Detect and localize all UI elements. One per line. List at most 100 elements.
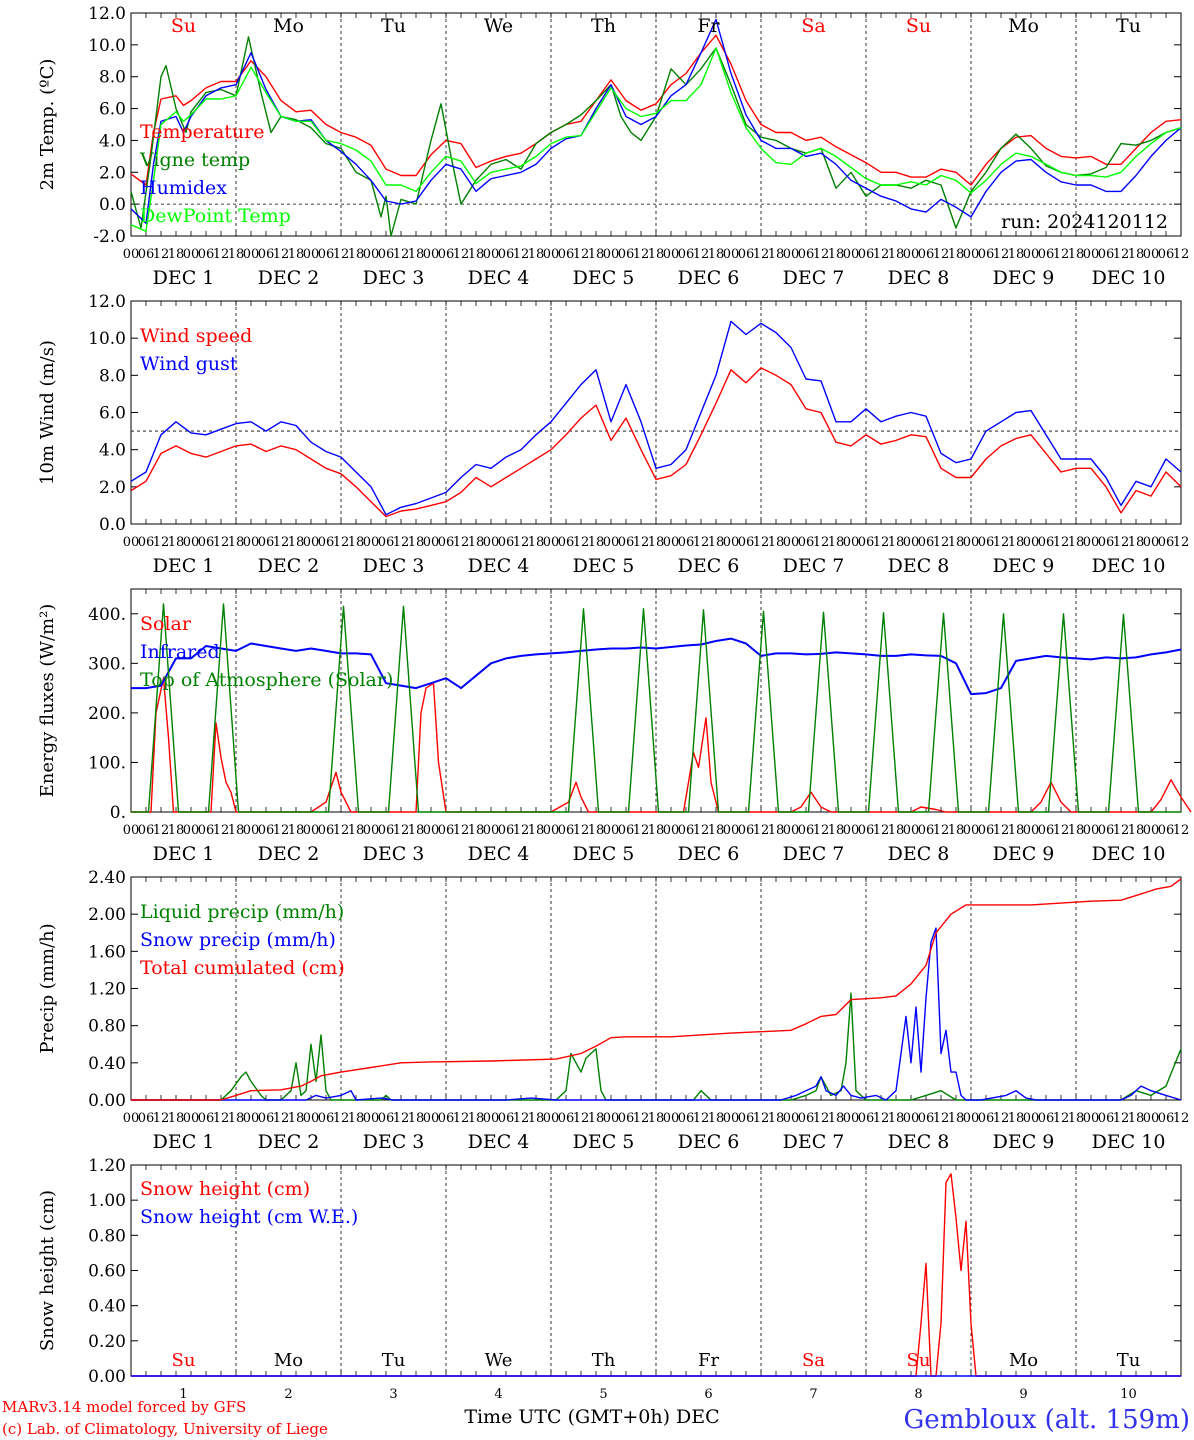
- x-tick-label: 12: [753, 247, 770, 262]
- x-tick-label: 00: [1143, 247, 1160, 262]
- x-tick-label: 12: [213, 535, 230, 550]
- x-tick-label: 12: [393, 823, 410, 838]
- x-tick-label: 18: [1068, 1111, 1085, 1126]
- x-tick-label: 12: [693, 535, 710, 550]
- x-tick-label: 06: [858, 247, 875, 262]
- x-tick-label: 18: [648, 1111, 665, 1126]
- x-tick-label: 12: [513, 535, 530, 550]
- x-tick-label: 06: [1038, 823, 1055, 838]
- x-tick-label: 06: [918, 823, 935, 838]
- x-tick-label: 06: [1038, 535, 1055, 550]
- x-tick-label: 18: [348, 535, 365, 550]
- x-tick-label: 06: [318, 1111, 335, 1126]
- y-tick-label: 6.0: [99, 100, 126, 120]
- x-tick-label: 00: [843, 823, 860, 838]
- y-tick-label: 0.60: [88, 1262, 126, 1282]
- x-tick-label: 18: [1128, 823, 1145, 838]
- date-label: DEC 9: [993, 555, 1055, 577]
- x-tick-label: 12: [633, 1111, 650, 1126]
- date-label: DEC 1: [153, 843, 215, 865]
- x-tick-label: 18: [588, 823, 605, 838]
- x-tick-label: 00: [663, 823, 680, 838]
- x-tick-label: 06: [918, 1111, 935, 1126]
- plot-frame: [130, 12, 1182, 237]
- x-tick-label: 06: [438, 247, 455, 262]
- x-tick-label: 12: [873, 823, 890, 838]
- x-tick-label: 18: [588, 1111, 605, 1126]
- x-tick-label: 12: [333, 247, 350, 262]
- x-tick-label: 06: [318, 823, 335, 838]
- x-tick-label: 06: [138, 1111, 155, 1126]
- y-tick-label: 1.60: [88, 942, 126, 962]
- x-tick-label: 00: [723, 1111, 740, 1126]
- x-tick-label: 00: [423, 535, 440, 550]
- date-label: DEC 10: [1092, 843, 1166, 865]
- date-label: DEC 4: [468, 555, 530, 577]
- x-tick-label: 18: [828, 1111, 845, 1126]
- x-tick-label: 12: [813, 823, 830, 838]
- x-tick-label: 00: [723, 535, 740, 550]
- x-tick-label: 18: [228, 247, 245, 262]
- x-tick-label: 12: [213, 247, 230, 262]
- x-tick-label: 12: [1173, 247, 1190, 262]
- x-tick-label: 12: [1053, 535, 1070, 550]
- x-tick-label: 00: [183, 535, 200, 550]
- x-tick-label: 06: [1098, 247, 1115, 262]
- date-label: DEC 8: [888, 267, 950, 289]
- y-tick-label: 0.00: [88, 1091, 126, 1111]
- x-tick-label: 12: [153, 823, 170, 838]
- x-tick-label: 12: [453, 535, 470, 550]
- x-tick-label: 06: [378, 1111, 395, 1126]
- x-tick-label: 00: [843, 247, 860, 262]
- weekday-label: Mo: [1009, 1350, 1038, 1371]
- x-tick-label: 12: [993, 1111, 1010, 1126]
- date-label: DEC 7: [783, 267, 845, 289]
- x-tick-label: 12: [633, 247, 650, 262]
- x-tick-label: 00: [363, 535, 380, 550]
- date-label: DEC 7: [783, 1131, 845, 1153]
- x-tick-label: 06: [738, 535, 755, 550]
- x-tick-label: 12: [453, 823, 470, 838]
- y-tick-label: 0.80: [88, 1226, 126, 1246]
- x-tick-label: 12: [273, 247, 290, 262]
- date-label: DEC 3: [363, 843, 425, 865]
- date-label: DEC 1: [153, 267, 215, 289]
- x-tick-label: 00: [723, 247, 740, 262]
- x-tick-label: 06: [858, 823, 875, 838]
- x-tick-label: 12: [693, 1111, 710, 1126]
- x-tick-label: 18: [348, 247, 365, 262]
- x-tick-label: 06: [198, 1111, 215, 1126]
- y-tick-label: 400.: [88, 605, 126, 625]
- x-tick-label: 18: [408, 823, 425, 838]
- x-tick-label: 18: [708, 1111, 725, 1126]
- x-tick-label: 12: [1113, 247, 1130, 262]
- x-tick-label: 12: [153, 1111, 170, 1126]
- x-tick-label: 06: [978, 247, 995, 262]
- date-label: DEC 6: [678, 267, 740, 289]
- x-tick-label: 18: [768, 1111, 785, 1126]
- x-tick-label: 06: [678, 1111, 695, 1126]
- y-tick-label: 0.20: [88, 1332, 126, 1352]
- x-tick-label: 12: [813, 247, 830, 262]
- time-axis-title: Time UTC (GMT+0h) DEC: [464, 1406, 719, 1428]
- x-tick-label: 18: [888, 247, 905, 262]
- x-tick-label: 00: [1023, 535, 1040, 550]
- x-tick-label: 00: [903, 1111, 920, 1126]
- x-tick-label: 12: [1113, 535, 1130, 550]
- x-tick-label: 00: [243, 535, 260, 550]
- x-tick-label: 00: [543, 1111, 560, 1126]
- x-tick-label: 00: [543, 823, 560, 838]
- x-tick-label: 06: [1038, 1111, 1055, 1126]
- x-tick-label: 00: [843, 1111, 860, 1126]
- x-tick-label: 12: [333, 1111, 350, 1126]
- y-tick-label: 12.0: [88, 292, 126, 312]
- x-tick-label: 18: [888, 535, 905, 550]
- x-tick-label: 00: [1083, 247, 1100, 262]
- x-tick-label: 18: [468, 247, 485, 262]
- x-tick-label: 12: [1173, 535, 1190, 550]
- date-label: DEC 6: [678, 843, 740, 865]
- y-tick-label: 12.0: [88, 4, 126, 24]
- series-line-wind-speed: [130, 367, 1182, 518]
- x-tick-label: 12: [213, 823, 230, 838]
- date-label: DEC 9: [993, 267, 1055, 289]
